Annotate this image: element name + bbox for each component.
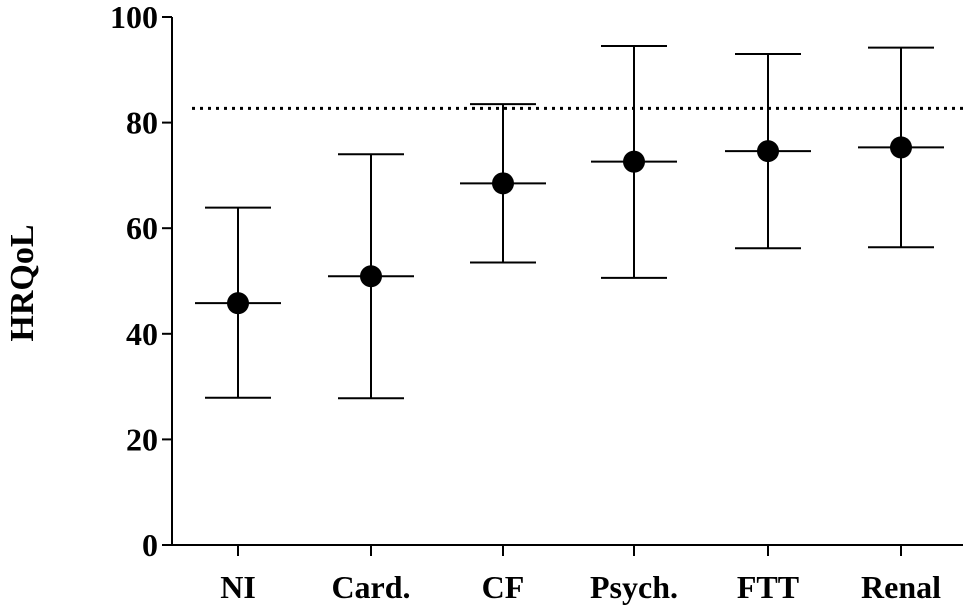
x-tick-label: CF: [482, 569, 525, 605]
plot-area: 0 20 40 60 80 100 NI Card. CF Psych. FTT Renal: [110, 0, 963, 605]
data-point: [492, 172, 514, 195]
y-tick-label: 80: [126, 105, 158, 141]
data-point: [227, 292, 249, 315]
x-tick-label: Renal: [861, 569, 941, 605]
data-point: [890, 136, 912, 159]
data-point: [757, 140, 779, 163]
y-tick-label: 60: [126, 210, 158, 246]
x-tick-label: FTT: [737, 569, 799, 605]
x-tick-label: Psych.: [590, 569, 678, 605]
y-tick-label: 100: [110, 0, 158, 35]
y-tick-label: 40: [126, 316, 158, 352]
x-tick-label: NI: [220, 569, 256, 605]
data-point: [623, 150, 645, 173]
y-tick-label: 0: [142, 527, 158, 563]
data-point: [360, 265, 382, 288]
y-axis-title: HRQoL: [4, 224, 41, 341]
y-tick-label: 20: [126, 421, 158, 457]
x-tick-label: Card.: [331, 569, 410, 605]
